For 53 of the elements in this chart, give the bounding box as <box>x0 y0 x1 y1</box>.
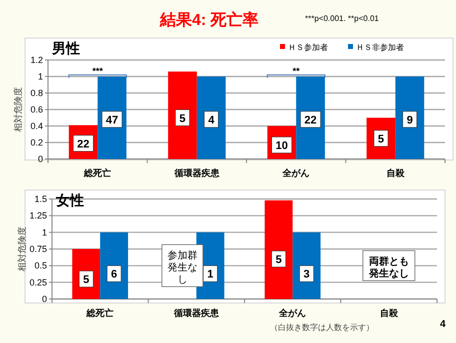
annotation: 5 <box>378 133 384 146</box>
annotation: 5 <box>83 274 90 286</box>
bar <box>196 76 226 159</box>
bar <box>395 76 424 159</box>
chart-title: 結果4: 死亡率 <box>159 10 259 29</box>
y-tick-label: 0 <box>42 294 47 304</box>
legend-label: ＨＳ非参加者 <box>356 43 404 52</box>
annotation: 9 <box>406 114 413 126</box>
annotation: 3 <box>304 268 310 281</box>
annotation: 22 <box>304 114 317 126</box>
x-tick-label: 総死亡 <box>86 308 114 318</box>
bar <box>168 72 197 159</box>
y-tick-label: 0.6 <box>30 104 43 114</box>
annotation: ** <box>292 66 300 76</box>
x-tick-label: 循環器疾患 <box>172 308 220 318</box>
y-tick-label: 0.5 <box>34 260 47 271</box>
annotation: 6 <box>111 268 118 281</box>
y-tick-label: 1 <box>42 227 47 238</box>
legend-label: ＨＳ参加者 <box>288 43 328 52</box>
y-tick-label: 1.5 <box>34 194 47 204</box>
annotation: 5 <box>179 112 186 125</box>
chart-subtitle: 男性 <box>51 40 80 56</box>
text: 4 <box>440 319 446 330</box>
annotation: 4 <box>208 114 216 126</box>
annotation: 22 <box>77 138 90 150</box>
annotation: 1 <box>207 268 214 281</box>
x-tick-label: 自殺 <box>380 308 399 318</box>
y-tick-label: 1 <box>38 72 43 82</box>
annotation: *** <box>92 66 104 76</box>
y-axis-title: 相対危険度 <box>13 87 23 132</box>
annotation: 10 <box>276 140 288 152</box>
x-tick-label: 循環器疾患 <box>173 168 220 178</box>
x-tick-label: 全がん <box>282 168 310 178</box>
y-tick-label: 0.75 <box>29 244 47 254</box>
x-tick-label: 総死亡 <box>83 168 112 178</box>
annotation: 両群とも発生なし <box>368 256 409 280</box>
text: ***p<0.001. **p<0.01 <box>305 14 380 23</box>
x-tick-label: 自殺 <box>386 168 406 178</box>
annotation: 47 <box>106 114 118 126</box>
y-tick-label: 0.25 <box>29 277 47 288</box>
x-tick-label: 全がん <box>278 308 306 318</box>
y-axis-title: 相対危険度 <box>17 226 27 272</box>
bar <box>264 200 293 299</box>
y-tick-label: 0.2 <box>30 138 43 148</box>
chart-subtitle: 女性 <box>55 192 84 208</box>
y-tick-label: 1.2 <box>30 55 43 65</box>
annotation: 5 <box>276 254 282 266</box>
y-tick-label: 1.25 <box>29 210 47 221</box>
y-tick-label: 0 <box>38 154 43 164</box>
annotation: 参加群発生なし <box>167 250 198 286</box>
y-tick-label: 0.8 <box>30 88 43 98</box>
text: （白抜き数字は人数を示す） <box>270 323 374 332</box>
y-tick-label: 0.4 <box>30 121 43 131</box>
